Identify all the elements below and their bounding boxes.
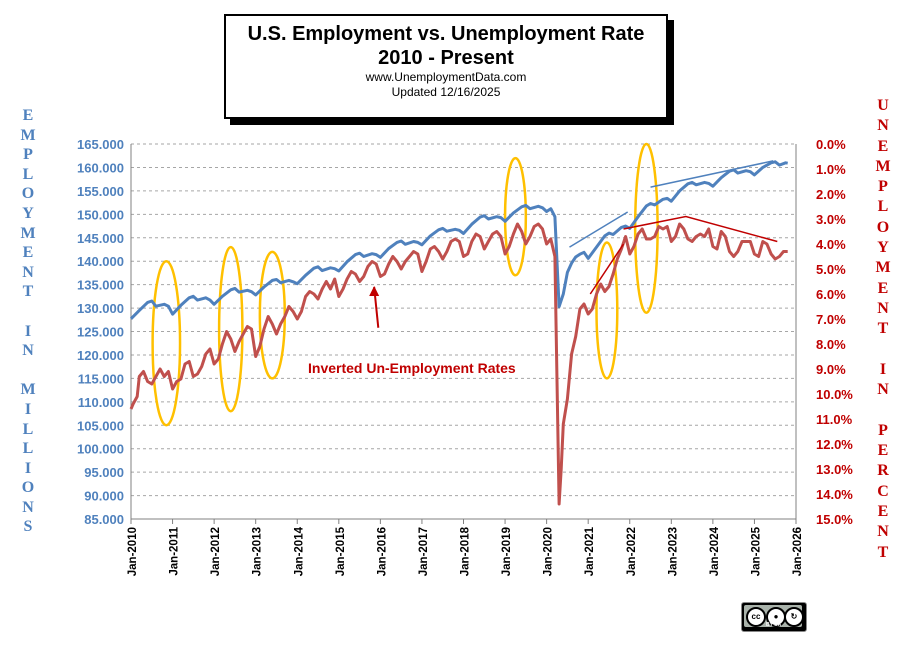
cc-icon: cc: [746, 607, 766, 627]
right-tick-label: 13.0%: [816, 462, 853, 477]
right-tick-label: 2.0%: [816, 187, 846, 202]
x-tick-label: Jan-2011: [169, 526, 181, 575]
left-tick-label: 165.000: [77, 137, 124, 152]
highlight-ellipse: [595, 241, 619, 380]
left-tick-label: 150.000: [77, 207, 124, 222]
right-tick-label: 12.0%: [816, 437, 853, 452]
x-tick-label: Jan-2012: [210, 527, 222, 576]
highlight-ellipse: [258, 250, 287, 380]
x-tick-label: Jan-2023: [667, 527, 679, 576]
highlight-ellipse: [151, 259, 182, 427]
left-tick-label: 130.000: [77, 301, 124, 316]
highlight-ellipse: [633, 142, 659, 314]
employment-series-line: [129, 160, 788, 320]
right-tick-label: 11.0%: [816, 412, 853, 427]
employment-trend-line: [569, 211, 629, 248]
right-tick-label: 1.0%: [816, 162, 846, 177]
license-badge[interactable]: cc ● ↻ BY SA: [741, 602, 807, 632]
annotations: Inverted Un-Employment Rates: [308, 285, 516, 376]
left-tick-label: 155.000: [77, 184, 124, 199]
left-tick-label: 85.000: [84, 512, 124, 527]
left-tick-label: 95.000: [84, 465, 124, 480]
x-tick-label: Jan-2016: [376, 527, 388, 576]
right-tick-label: 15.0%: [816, 512, 853, 527]
left-axis-title: E M P L O Y M E N T I N M I L L I O N S: [20, 107, 36, 536]
left-tick-label: 120.000: [77, 348, 124, 363]
gridlines: [131, 143, 796, 497]
left-tick-label: 90.000: [84, 489, 124, 504]
annotation-text: Inverted Un-Employment Rates: [308, 360, 516, 376]
right-tick-label: 5.0%: [816, 262, 846, 277]
right-tick-label: 6.0%: [816, 287, 846, 302]
right-tick-label: 4.0%: [816, 237, 846, 252]
x-tick-label: Jan-2014: [293, 526, 305, 576]
unemployment-trend-line: [589, 243, 625, 295]
left-tick-label: 110.000: [78, 395, 124, 410]
x-tick-label: Jan-2022: [626, 527, 638, 576]
right-tick-label: 14.0%: [816, 487, 853, 502]
left-tick-label: 115.000: [78, 371, 124, 386]
employment-trend-line: [650, 160, 774, 188]
annotation-arrowhead: [369, 285, 380, 296]
trend-lines: [569, 160, 778, 295]
x-tick-label: Jan-2021: [584, 526, 596, 576]
right-tick-label: 7.0%: [816, 312, 846, 327]
right-tick-label: 10.0%: [816, 387, 853, 402]
updated-date: Updated 12/16/2025: [391, 85, 501, 99]
highlight-ellipse: [503, 156, 528, 277]
series-lines: [129, 160, 788, 506]
unemployment-series-line: [129, 222, 788, 506]
sa-icon: ↻: [784, 607, 804, 627]
x-tick-label: Jan-2024: [709, 526, 721, 576]
left-tick-label: 145.000: [77, 231, 124, 246]
right-axis-title: U N E M P L O Y M E N T I N P E R C E N …: [875, 97, 891, 561]
x-tick-label: Jan-2013: [252, 527, 264, 576]
right-tick-label: 8.0%: [816, 337, 846, 352]
right-tick-label: 9.0%: [816, 362, 846, 377]
x-tick-label: Jan-2010: [127, 527, 139, 576]
right-tick-label: 0.0%: [816, 137, 846, 152]
chart-subtitle: 2010 - Present: [378, 47, 514, 69]
license-badge-inner: cc ● ↻: [744, 605, 804, 627]
axes: 165.000 160.000 155.000 150.000 145.000 140.0…: [77, 137, 853, 576]
left-tick-label: 140.000: [77, 254, 124, 269]
x-tick-label: Jan-2019: [501, 527, 513, 576]
x-tick-label: Jan-2025: [750, 526, 762, 576]
left-tick-label: 135.000: [77, 278, 124, 293]
chart-title-box: U.S. Employment vs. Unemployment Rate 20…: [224, 14, 668, 119]
x-tick-label: Jan-2020: [543, 527, 555, 576]
chart-title: U.S. Employment vs. Unemployment Rate: [247, 23, 645, 45]
x-tick-label: Jan-2015: [335, 526, 347, 576]
left-tick-label: 105.000: [77, 418, 124, 433]
source-url: www.UnemploymentData.com: [365, 70, 527, 84]
license-text: BY SA: [766, 622, 782, 628]
highlight-ellipse: [217, 245, 244, 413]
left-tick-label: 100.000: [77, 442, 124, 457]
x-tick-label: Jan-2017: [418, 527, 430, 576]
left-tick-label: 160.000: [77, 160, 124, 175]
x-tick-label: Jan-2018: [460, 526, 472, 576]
x-tick-label: Jan-2026: [792, 527, 804, 576]
unemployment-trend-line: [623, 215, 778, 243]
right-tick-label: 3.0%: [816, 212, 846, 227]
left-tick-label: 125.000: [77, 325, 124, 340]
